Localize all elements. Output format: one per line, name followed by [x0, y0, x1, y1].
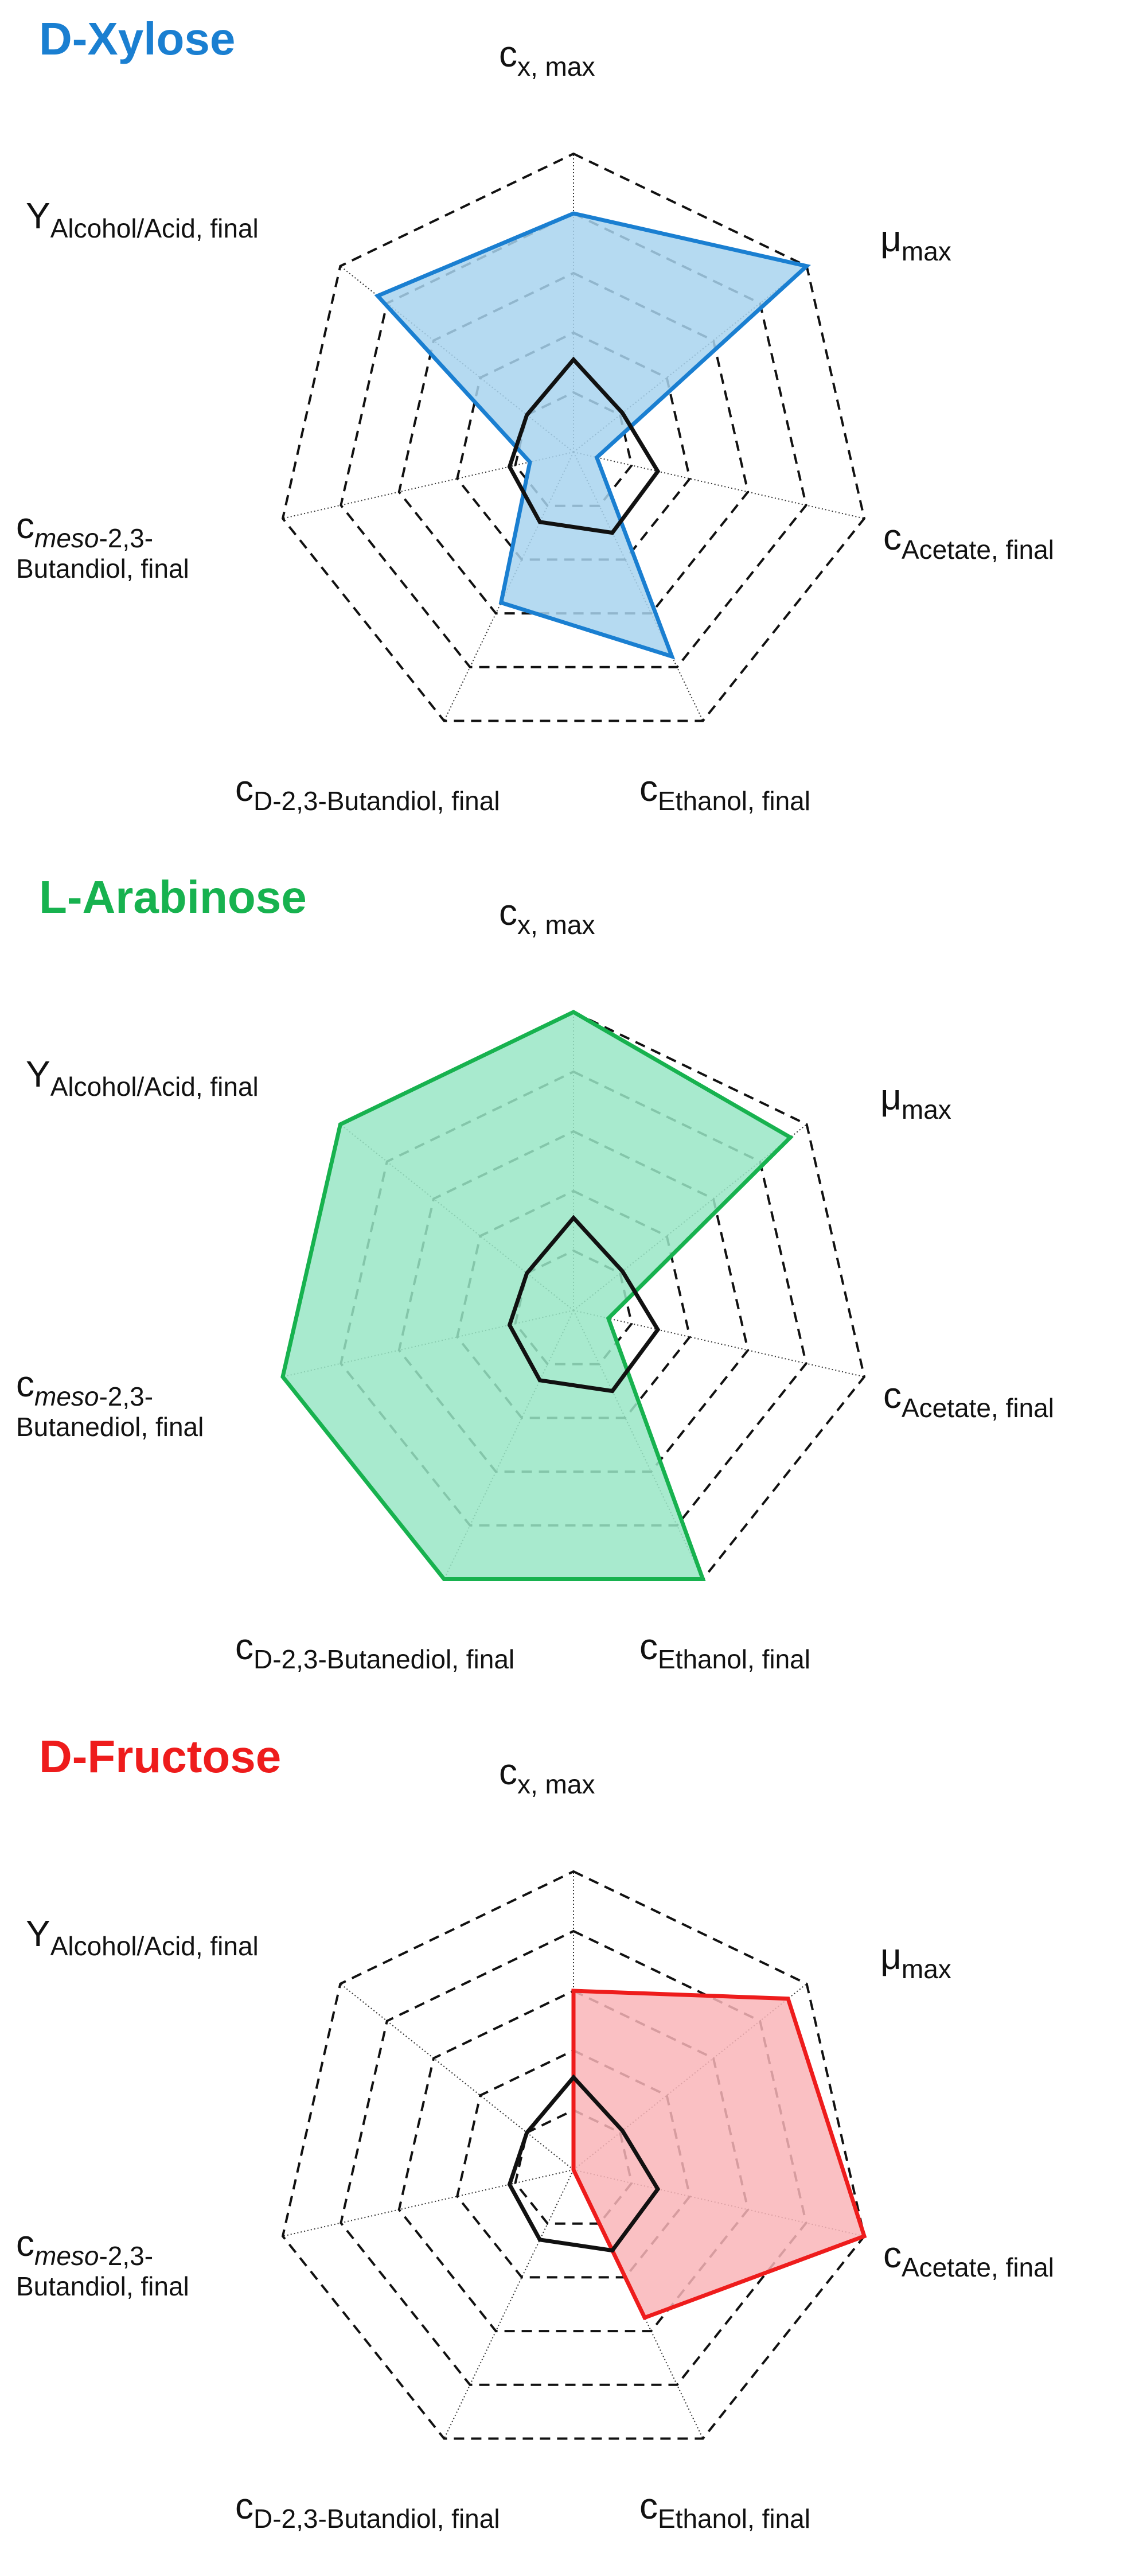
axis-label: cAcetate, final — [883, 516, 1054, 565]
radar-gridline — [281, 152, 866, 722]
radar-panel: D-Xylose cx, max μmax cAcetate, final cEthan… — [0, 0, 1143, 858]
axis-label: cmeso-2,3- Butanediol, final — [16, 1363, 204, 1442]
substrate-series-area — [280, 1010, 794, 1581]
axis-label: cD-2,3-Butandiol, final — [235, 2485, 500, 2534]
axis-label: μmax — [880, 1076, 951, 1125]
axis-label: cEthanol, final — [639, 1626, 810, 1675]
substrate-series-area — [571, 1989, 867, 2321]
axis-label: μmax — [880, 1936, 951, 1984]
radar-gridline — [281, 1010, 866, 1581]
axis-label: cx, max — [499, 33, 595, 82]
axis-label: cEthanol, final — [639, 2485, 810, 2534]
axis-label: cx, max — [499, 892, 595, 940]
radar-spoke — [282, 452, 574, 519]
radar-panel: L-Arabinose cx, max μmax cAcetate, final cEt… — [0, 858, 1143, 1717]
axis-label: cx, max — [499, 1751, 595, 1800]
axis-label: YAlcohol/Acid, final — [26, 1053, 259, 1102]
radar-spoke — [573, 1310, 865, 1378]
radar-panel: D-Fructose cx, max μmax cAcetate, final cEth… — [0, 1718, 1143, 2576]
radar-spoke — [573, 452, 865, 519]
axis-label: cD-2,3-Butanediol, final — [235, 1626, 515, 1675]
radar-gridline — [281, 1870, 866, 2440]
axis-label: YAlcohol/Acid, final — [26, 1913, 259, 1962]
axis-label: cAcetate, final — [883, 1375, 1054, 1423]
radar-spoke — [282, 2169, 574, 2237]
radar-spoke — [443, 2169, 574, 2439]
radar-gridline — [340, 212, 807, 668]
radar-plot — [281, 152, 866, 722]
reference-series-line — [507, 1215, 661, 1394]
chart-title: D-Fructose — [39, 1731, 282, 1782]
reference-series-line — [507, 356, 661, 535]
axis-label: YAlcohol/Acid, final — [26, 195, 259, 244]
radar-plot — [280, 1010, 866, 1581]
radar-plot — [281, 1870, 867, 2440]
axis-label: cmeso-2,3- Butandiol, final — [16, 505, 189, 583]
axis-label: cD-2,3-Butandiol, final — [235, 768, 500, 816]
axis-label: μmax — [880, 218, 951, 267]
substrate-series-area — [374, 211, 811, 660]
radar-spoke — [340, 1983, 574, 2170]
chart-title: L-Arabinose — [39, 871, 307, 923]
reference-series-line — [507, 2074, 661, 2253]
axis-label: cAcetate, final — [883, 2234, 1054, 2283]
axis-label: cmeso-2,3- Butandiol, final — [16, 2223, 189, 2301]
chart-title: D-Xylose — [39, 13, 236, 64]
axis-label: cEthanol, final — [639, 768, 810, 816]
